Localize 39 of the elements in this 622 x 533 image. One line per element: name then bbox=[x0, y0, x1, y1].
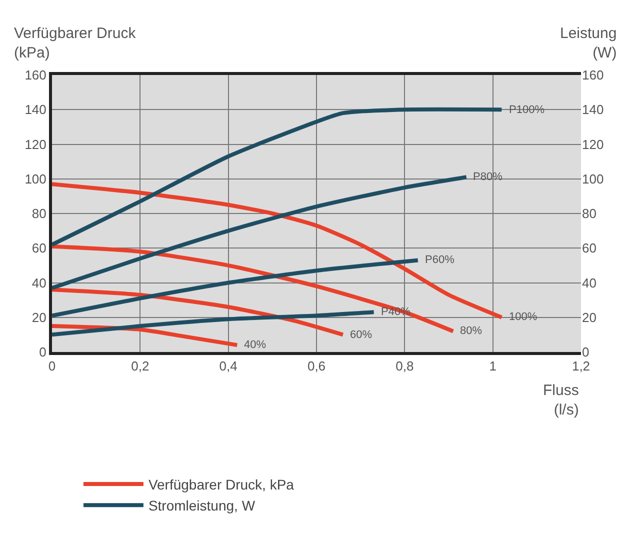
y-tick-label: 60 bbox=[32, 240, 46, 256]
y-tick-label: 20 bbox=[32, 310, 46, 325]
y2-tick-label: 100 bbox=[582, 171, 604, 186]
y2-tick-label: 60 bbox=[582, 240, 596, 256]
legend-label: Stromleistung, W bbox=[148, 498, 256, 514]
x-tick-label: 0,4 bbox=[219, 358, 238, 374]
y-tick-label: 100 bbox=[24, 171, 46, 186]
line-series bbox=[52, 182, 504, 320]
x-tick-label: 1,2 bbox=[572, 358, 590, 374]
y2-tick-label: 120 bbox=[582, 136, 604, 152]
legend-label: Verfügbarer Druck, kPa bbox=[148, 476, 294, 492]
y2-tick-label: 0 bbox=[582, 344, 590, 360]
line-series bbox=[52, 310, 376, 337]
annotation: 80% bbox=[460, 325, 482, 337]
y-tick-label: 160 bbox=[24, 68, 46, 83]
line-series bbox=[52, 175, 468, 290]
y2-tick-label: 20 bbox=[582, 310, 596, 325]
y2-axis-title: Leistung (W) bbox=[560, 25, 617, 62]
annotation: P60% bbox=[425, 254, 455, 266]
y-tick-label: 120 bbox=[24, 136, 46, 152]
y2-tick-label: 80 bbox=[582, 206, 596, 222]
x-tick-label: 0,6 bbox=[307, 358, 326, 374]
y2-tick-label: 140 bbox=[582, 102, 604, 118]
annotation: 60% bbox=[350, 329, 372, 341]
y-tick-label: 80 bbox=[32, 206, 46, 222]
y-tick-label: 140 bbox=[24, 102, 46, 118]
x-axis-title: Fluss (l/s) bbox=[543, 382, 579, 418]
x-tick-label: 0,2 bbox=[131, 358, 150, 374]
y-axis-title: Verfügbarer Druck (kPa) bbox=[14, 25, 136, 62]
annotation: 40% bbox=[244, 339, 266, 351]
y-tick-label: 40 bbox=[32, 275, 46, 290]
line-series bbox=[52, 258, 420, 318]
line-series bbox=[52, 107, 504, 247]
y2-tick-label: 160 bbox=[582, 68, 604, 83]
x-tick-label: 0 bbox=[48, 358, 56, 374]
x-tick-label: 0,8 bbox=[396, 358, 414, 374]
y2-tick-label: 40 bbox=[582, 275, 596, 290]
x-tick-label: 1 bbox=[489, 358, 496, 374]
y-tick-label: 0 bbox=[39, 344, 46, 360]
